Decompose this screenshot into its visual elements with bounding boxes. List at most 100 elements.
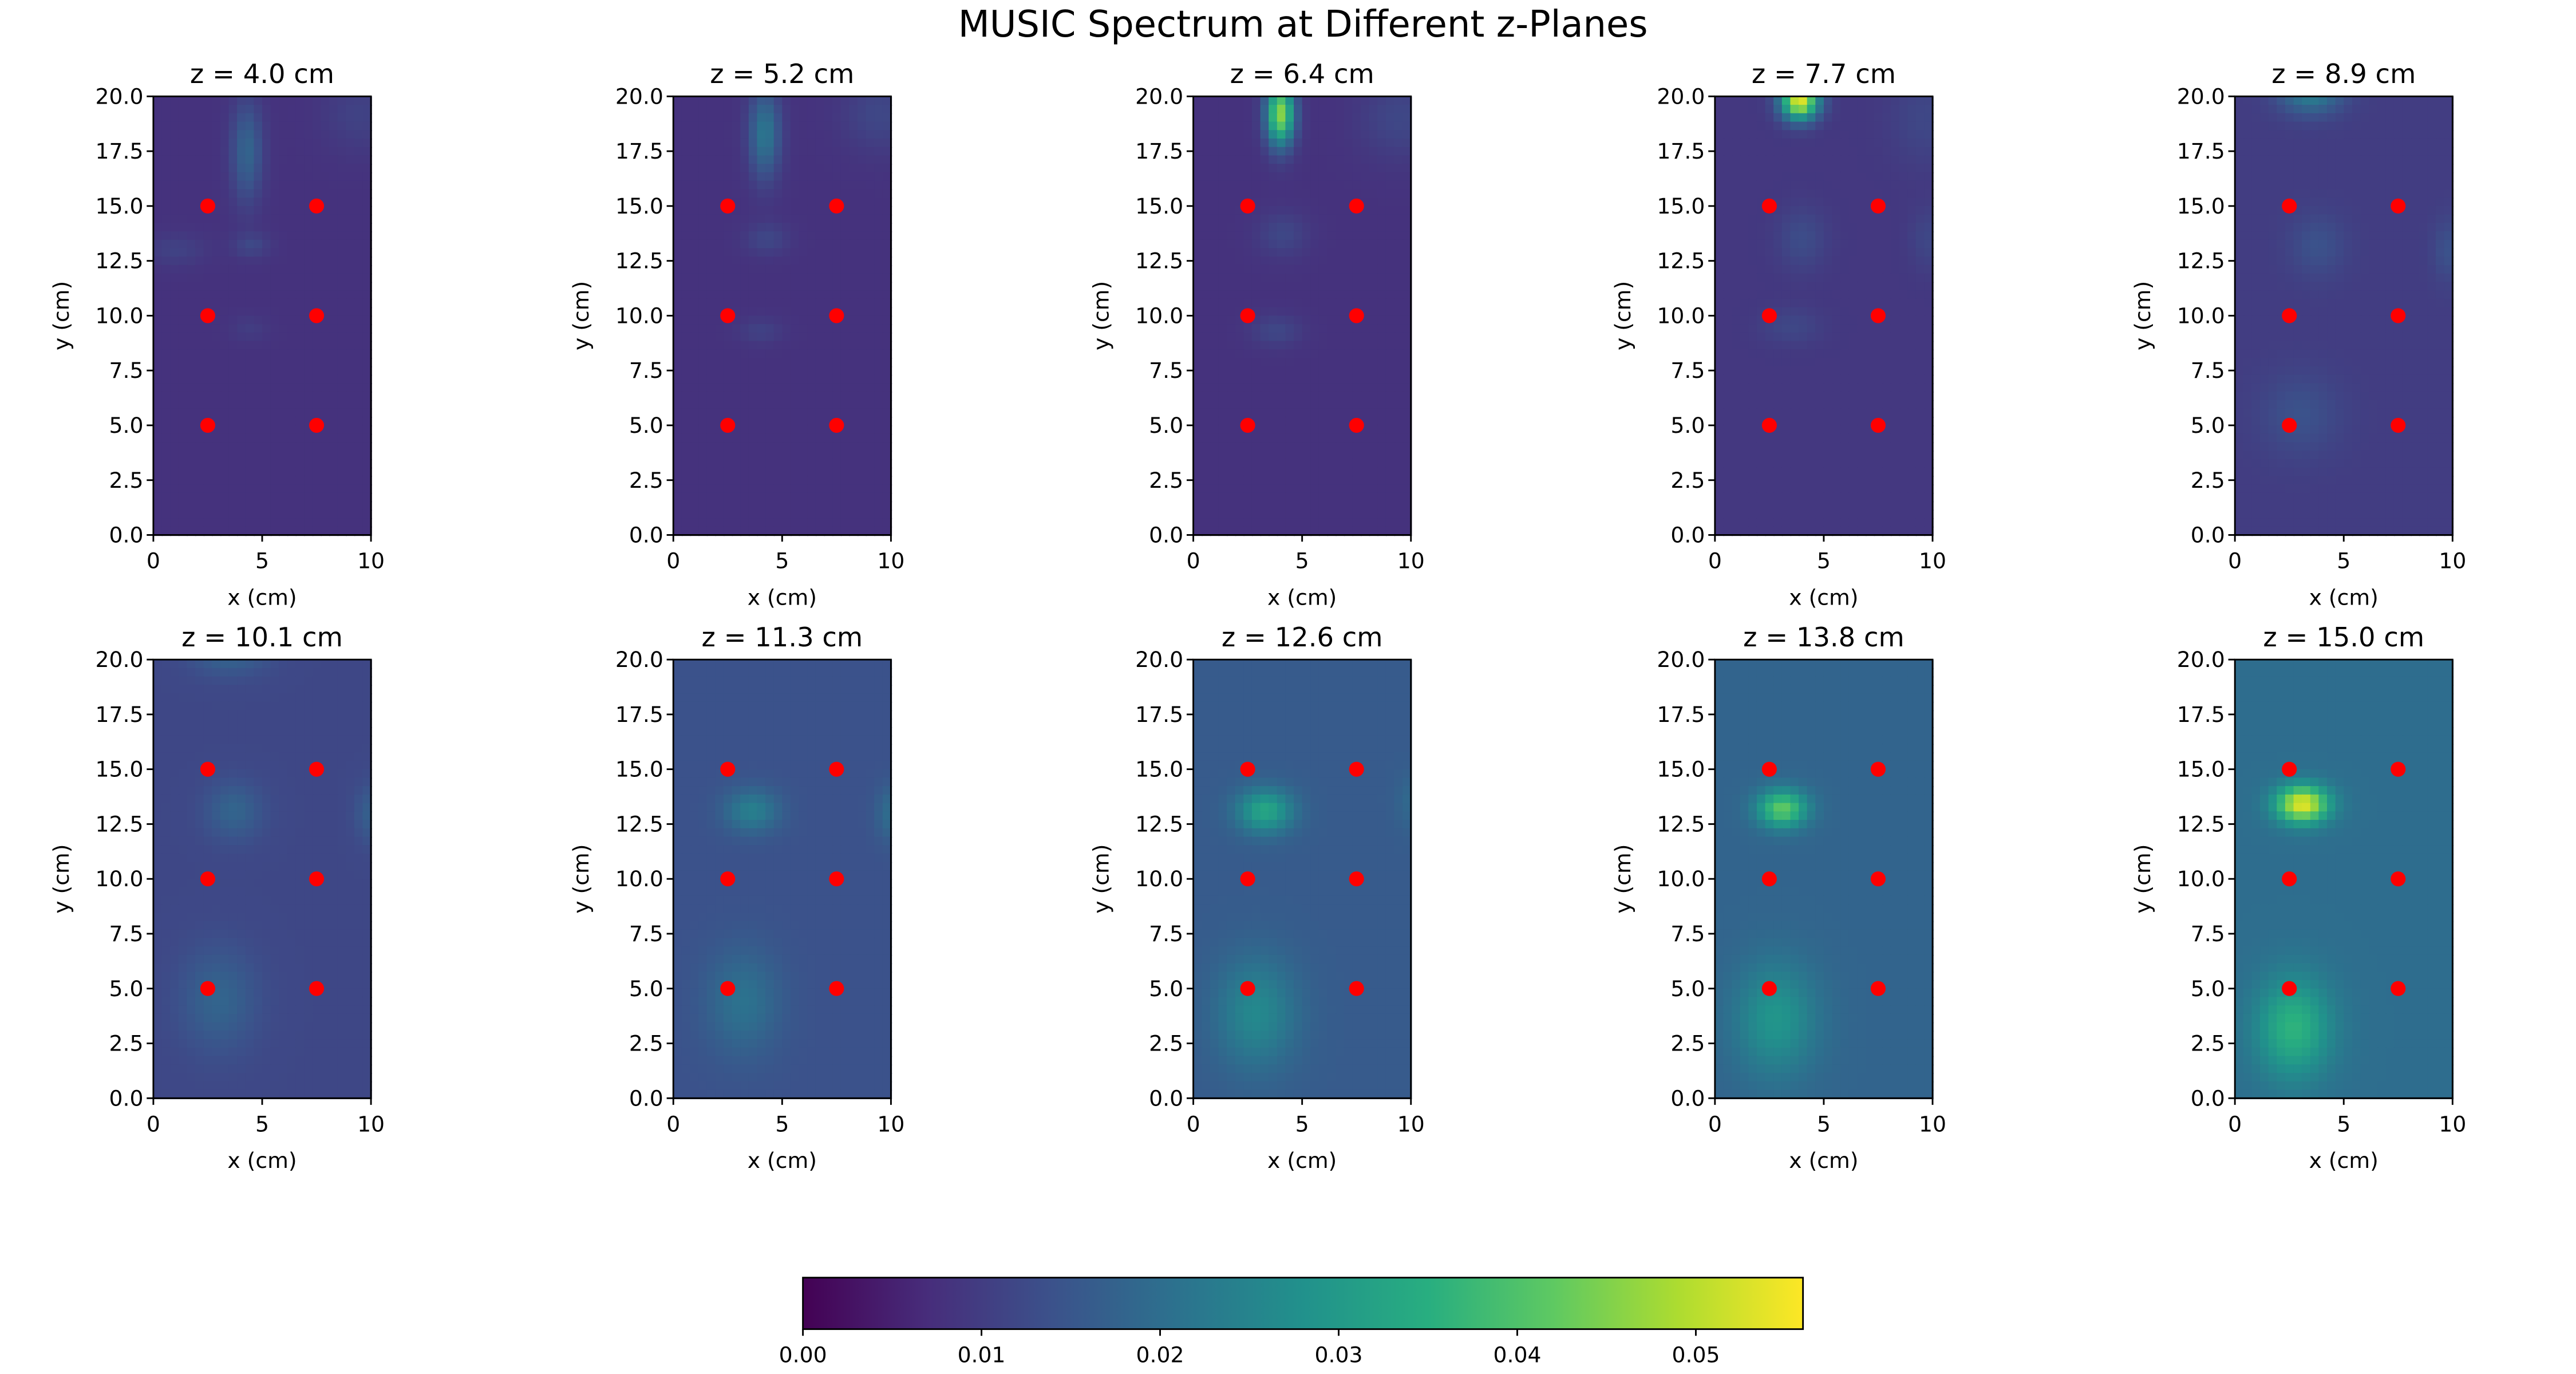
heatmap-cell [1740,198,1750,207]
heatmap-cell [740,442,750,452]
heatmap-cell [1277,172,1287,182]
heatmap-cell [1756,273,1767,283]
heatmap-cell [1765,121,1775,132]
heatmap-cell [799,492,808,503]
heatmap-cell [740,349,750,359]
heatmap-cell [254,433,263,444]
heatmap-cell [807,180,817,191]
y-tick-label: 12.5 [615,248,663,274]
heatmap-cell [1318,307,1329,317]
heatmap-cell [773,307,784,317]
heatmap-cell [715,121,725,132]
heatmap-cell [748,172,758,182]
heatmap-cell [354,155,364,165]
heatmap-cell [824,264,833,275]
heatmap-cell [690,501,700,511]
heatmap-cell [866,113,875,123]
heatmap-cell [346,130,355,140]
heatmap-cell [295,467,305,477]
heatmap-cell [354,341,364,351]
heatmap-cell [1352,282,1362,291]
heatmap-cell [1740,189,1750,199]
heatmap-cell [1732,130,1741,140]
heatmap-cell [1285,223,1295,232]
heatmap-cell [203,451,213,460]
heatmap-cell [1882,214,1892,224]
heatmap-cell [170,332,180,342]
heatmap-cell [1344,223,1354,232]
heatmap-cell [807,374,817,385]
heatmap-cell [1714,341,1725,351]
heatmap-cell [1899,256,1909,266]
heatmap-cell [1193,459,1203,469]
heatmap-cell [1210,231,1220,241]
heatmap-cell [690,451,700,460]
heatmap-cell [815,155,825,165]
heatmap-cell [706,391,717,401]
heatmap-cell [1193,180,1203,191]
heatmap-cell [1277,113,1287,123]
heatmap-cell [1790,172,1800,182]
heatmap-cell [237,467,247,477]
heatmap-cell [698,425,708,435]
heatmap-cell [1832,231,1842,241]
heatmap-cell [170,147,180,157]
heatmap-cell [732,383,741,393]
heatmap-cell [178,492,188,503]
heatmap-cell [832,248,842,258]
heatmap-cell [690,332,700,342]
heatmap-cell [1740,113,1750,123]
heatmap-cell [1790,105,1800,114]
heatmap-cell [1277,459,1287,469]
heatmap-cell [1899,147,1909,157]
heatmap-cell [1235,189,1245,199]
heatmap-cell [254,383,263,393]
heatmap-cell [362,476,372,485]
panel-1: z = 4.0 cm0 5 100.02.55.07.510.012.515.017… [49,58,385,610]
heatmap-cell [1336,180,1345,191]
heatmap-cell [153,256,163,266]
heatmap-cell [237,383,247,393]
heatmap-cell [1874,130,1884,140]
heatmap-cell [1251,130,1262,140]
heatmap-cell [254,408,263,418]
sensor-point [720,417,736,433]
heatmap-cell [874,189,884,199]
heatmap-cell [262,400,272,410]
heatmap-cell [1907,282,1917,291]
heatmap-cell [1336,349,1345,359]
heatmap-cell [1394,231,1404,241]
heatmap-cell [270,349,280,359]
heatmap-cell [1227,164,1236,173]
heatmap-cell [1310,155,1320,165]
heatmap-cell [262,121,272,132]
heatmap-cell [287,214,297,224]
heatmap-cell [354,164,364,173]
heatmap-cell [1327,425,1337,435]
heatmap-cell [1714,172,1725,182]
heatmap-cell [1857,147,1867,157]
heatmap-cell [312,459,322,469]
heatmap-cell [346,442,355,452]
heatmap-cell [824,341,833,351]
heatmap-cell [262,282,272,291]
heatmap-cell [757,501,767,511]
heatmap-cell [295,332,305,342]
heatmap-cell [279,113,289,123]
heatmap-cell [1723,164,1733,173]
heatmap-cell [237,290,247,300]
y-tick-label: 7.5 [629,358,663,383]
heatmap-cell [170,501,180,511]
heatmap-cell [673,172,683,182]
heatmap-cell [1294,248,1303,258]
heatmap-cell [1732,172,1741,182]
heatmap-cell [178,526,188,536]
heatmap-cell [1848,189,1859,199]
heatmap-cell [1269,526,1278,536]
heatmap-cell [1866,290,1875,300]
heatmap-cell [1394,239,1404,250]
heatmap-cell [1377,290,1387,300]
heatmap-cell [866,180,875,191]
heatmap-cell [1899,206,1909,216]
heatmap-cell [295,417,305,427]
